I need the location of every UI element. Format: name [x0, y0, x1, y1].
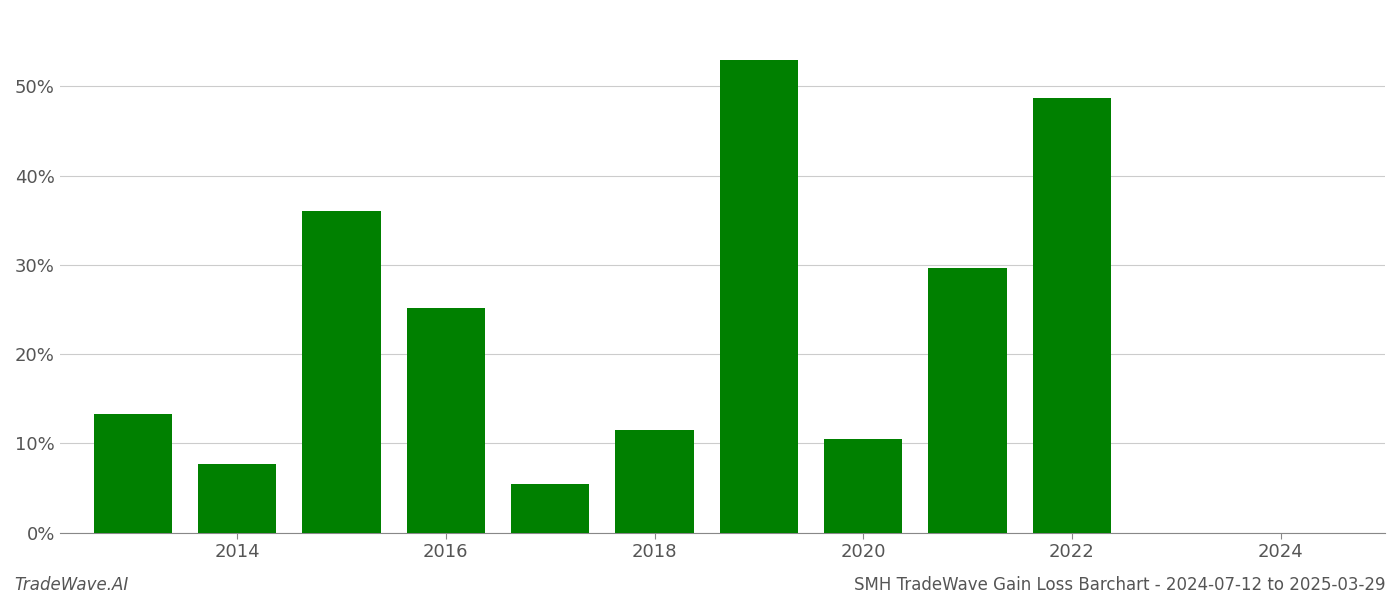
Bar: [197, 464, 276, 533]
Bar: [1033, 98, 1112, 533]
Bar: [94, 414, 172, 533]
Bar: [511, 484, 589, 533]
Bar: [825, 439, 903, 533]
Bar: [616, 430, 693, 533]
Bar: [720, 59, 798, 533]
Bar: [928, 268, 1007, 533]
Text: TradeWave.AI: TradeWave.AI: [14, 576, 129, 594]
Bar: [407, 308, 484, 533]
Text: SMH TradeWave Gain Loss Barchart - 2024-07-12 to 2025-03-29: SMH TradeWave Gain Loss Barchart - 2024-…: [854, 576, 1386, 594]
Bar: [302, 211, 381, 533]
